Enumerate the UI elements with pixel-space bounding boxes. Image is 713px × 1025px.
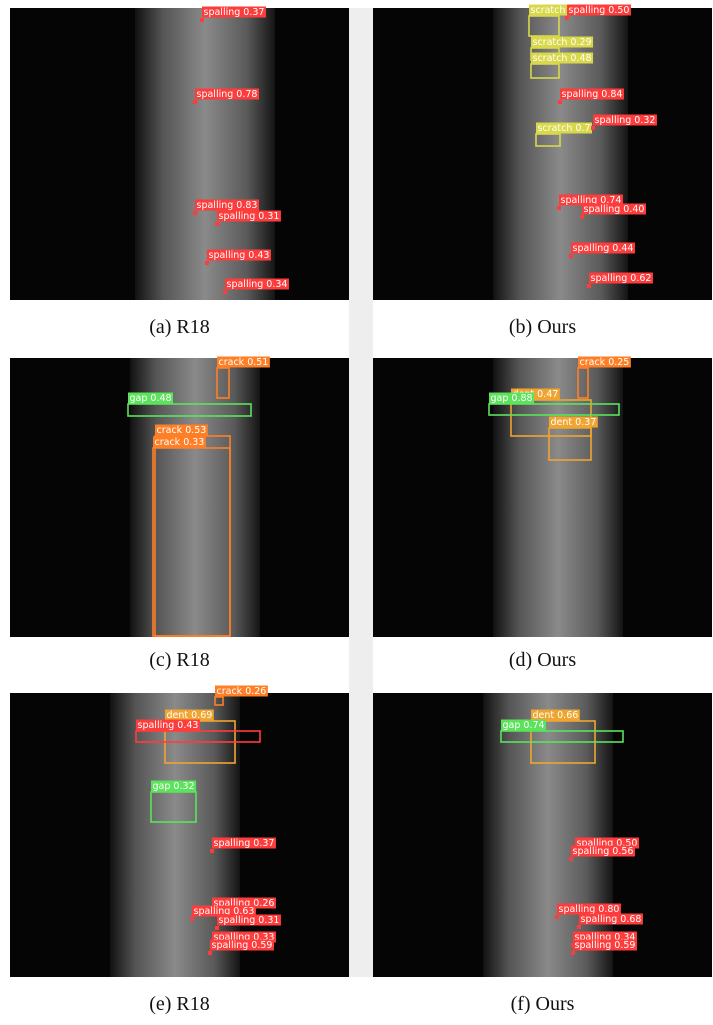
detection-label: spalling 0.62 [591,273,652,284]
detection-label: spalling 0.32 [595,115,656,126]
detection-label: crack 0.33 [155,437,205,448]
caption: (d) Ours [509,649,576,671]
detection-box [591,126,595,130]
detection-label: crack 0.51 [219,357,269,368]
detection-box [557,206,561,210]
detection-label: scratch 0.48 [533,53,592,64]
detection-label: crack 0.25 [580,357,630,368]
detection-box [577,925,581,929]
detection-box [565,16,569,20]
detection-box [205,261,209,265]
detection-box [580,215,584,219]
gutter [349,8,373,977]
detection-box [555,915,559,919]
detection-label: spalling 0.68 [581,914,642,925]
detection-label: spalling 0.84 [562,89,623,100]
detection-box [569,857,573,861]
caption: (e) R18 [149,993,210,1015]
detection-label: crack 0.26 [217,686,267,697]
detection-box [208,951,212,955]
detection-label: spalling 0.37 [204,7,265,18]
detection-label: spalling 0.56 [573,846,634,857]
detection-box [190,917,194,921]
detection-label: spalling 0.50 [569,5,630,16]
detection-label: scratch 0.7 [538,123,591,134]
detection-label: spalling 0.40 [584,204,645,215]
detection-label: spalling 0.59 [212,940,273,951]
caption: (a) R18 [149,316,210,338]
panel: crack 0.25dent 0.47gap 0.88dent 0.37 [373,357,712,638]
detection-box [587,284,591,288]
detection-label: spalling 0.59 [575,940,636,951]
panel: scratch 0.63spalling 0.50scratch 0.29scr… [373,5,712,301]
detection-label: spalling 0.43 [138,720,199,731]
caption: (c) R18 [149,649,210,671]
rail [493,8,628,300]
detection-label: crack 0.53 [157,425,207,436]
detection-label: spalling 0.31 [219,915,280,926]
detection-box [223,290,227,294]
detection-label: gap 0.88 [491,393,533,404]
detection-label: spalling 0.78 [197,89,258,100]
detection-box [210,849,214,853]
detection-label: spalling 0.34 [227,279,288,290]
figure: spalling 0.37spalling 0.78spalling 0.83s… [0,0,713,1025]
caption: (b) Ours [509,316,576,338]
detection-label: spalling 0.37 [214,838,275,849]
page: {"panels": [ {"caption": "(a) R18", "det… [0,0,713,1025]
detection-box [558,100,562,104]
detection-label: gap 0.32 [153,781,195,792]
detection-label: spalling 0.31 [219,211,280,222]
detection-label: spalling 0.83 [197,200,258,211]
detection-label: gap 0.74 [503,720,545,731]
detection-box [193,100,197,104]
detection-label: spalling 0.43 [209,250,270,261]
detection-box [215,222,219,226]
detection-box [193,211,197,215]
detection-box [215,926,219,930]
panel: spalling 0.37spalling 0.78spalling 0.83s… [10,7,349,301]
detection-box [200,18,204,22]
detection-label: gap 0.48 [130,393,172,404]
detection-label: dent 0.37 [551,417,597,428]
caption: (f) Ours [511,993,575,1015]
detection-box [569,254,573,258]
detection-label: spalling 0.44 [573,243,634,254]
detection-box [571,951,575,955]
detection-label: scratch 0.29 [533,37,592,48]
